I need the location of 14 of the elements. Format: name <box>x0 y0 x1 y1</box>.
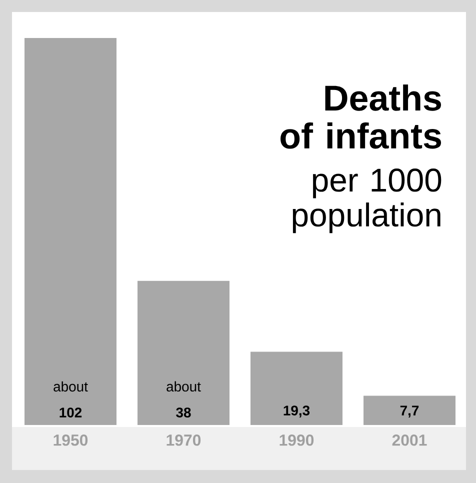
bar <box>24 38 116 425</box>
text: Deaths of infants <box>280 84 441 149</box>
x-tick-label: 1990 <box>280 434 314 446</box>
x-tick-label: 2001 <box>392 434 427 446</box>
x-tick-label: 1950 <box>54 434 88 446</box>
data-label: 7,7 <box>400 406 419 418</box>
text: per 1000 population <box>292 168 442 234</box>
bar <box>250 352 342 425</box>
data-label: 19,3 <box>284 406 310 418</box>
data-label: about 102 <box>54 381 88 418</box>
bar <box>364 396 456 425</box>
bar <box>138 280 230 425</box>
x-tick-label: 1970 <box>166 434 201 446</box>
data-label: about 38 <box>166 381 201 418</box>
